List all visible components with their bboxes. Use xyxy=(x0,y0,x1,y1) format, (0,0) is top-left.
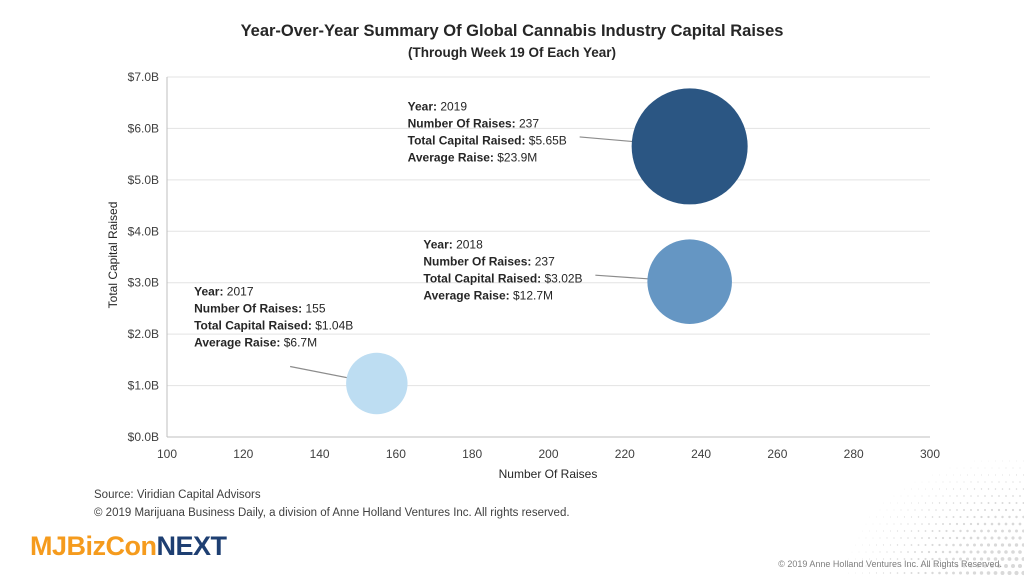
y-tick-label: $1.0B xyxy=(128,379,159,393)
annotation-2017-line: Total Capital Raised: $1.04B xyxy=(194,319,353,333)
annotation-2017-line: Number Of Raises: 155 xyxy=(194,302,326,316)
y-tick-label: $5.0B xyxy=(128,173,159,187)
annotation-2018-line: Total Capital Raised: $3.02B xyxy=(423,272,582,286)
annotation-2018-line: Year: 2018 xyxy=(423,238,483,252)
annotation-2018-line: Average Raise: $12.7M xyxy=(423,289,553,303)
x-tick-label: 100 xyxy=(157,447,177,461)
annotation-2017-line: Average Raise: $6.7M xyxy=(194,336,317,350)
logo-mjbizcon: MJBizCon xyxy=(30,531,157,561)
chart-title: Year-Over-Year Summary Of Global Cannabi… xyxy=(241,22,784,40)
logo-next: NEXT xyxy=(156,531,228,561)
source-note: Source: Viridian Capital Advisors xyxy=(94,489,261,501)
bubble-2019 xyxy=(631,88,748,205)
x-tick-label: 180 xyxy=(462,447,482,461)
x-axis-label: Number Of Raises xyxy=(499,467,598,481)
bubble-2017 xyxy=(346,352,408,415)
x-tick-label: 140 xyxy=(310,447,330,461)
annotation-2019-line: Average Raise: $23.9M xyxy=(408,150,538,164)
x-tick-label: 240 xyxy=(691,447,711,461)
axes xyxy=(166,77,930,438)
x-tick-labels: 100 120 140 160 180 200 220 240 260 280 300 xyxy=(157,447,940,461)
corner-copyright: © 2019 Anne Holland Ventures Inc. All Ri… xyxy=(778,559,1002,569)
y-tick-label: $6.0B xyxy=(128,121,159,135)
bubble-2018 xyxy=(647,239,732,324)
x-tick-label: 280 xyxy=(844,447,864,461)
copyright-note: © 2019 Marijuana Business Daily, a divis… xyxy=(94,507,570,519)
y-tick-label: $2.0B xyxy=(128,327,159,341)
y-tick-labels: $0.0B $1.0B $2.0B $3.0B $4.0B $5.0B $6.0B $7.0B xyxy=(128,70,159,444)
bubbles xyxy=(346,88,748,415)
annotation-2019-line: Total Capital Raised: $5.65B xyxy=(408,133,567,147)
decorative-dot-pattern-icon xyxy=(848,460,1024,576)
gridlines xyxy=(167,76,930,387)
annotation-2017-line: Year: 2017 xyxy=(194,285,254,299)
x-tick-label: 160 xyxy=(386,447,406,461)
x-tick-label: 260 xyxy=(767,447,787,461)
chart-subtitle: (Through Week 19 Of Each Year) xyxy=(408,45,616,60)
y-tick-label: $7.0B xyxy=(128,70,159,84)
annotation-2018-line: Number Of Raises: 237 xyxy=(423,255,555,269)
x-tick-label: 120 xyxy=(233,447,253,461)
mjbizcon-next-logo: MJBizConNEXT xyxy=(30,533,227,560)
y-tick-label: $4.0B xyxy=(128,224,159,238)
annotations: Year: 2017 Number Of Raises: 155 Total Cap… xyxy=(194,99,582,349)
y-axis-label: Total Capital Raised xyxy=(106,202,120,309)
x-tick-label: 300 xyxy=(920,447,940,461)
y-tick-label: $3.0B xyxy=(128,276,159,290)
x-tick-label: 200 xyxy=(538,447,558,461)
y-tick-label: $0.0B xyxy=(128,430,159,444)
annotation-2019-line: Year: 2019 xyxy=(408,99,468,113)
annotation-2019-line: Number Of Raises: 237 xyxy=(408,116,540,130)
x-tick-label: 220 xyxy=(615,447,635,461)
